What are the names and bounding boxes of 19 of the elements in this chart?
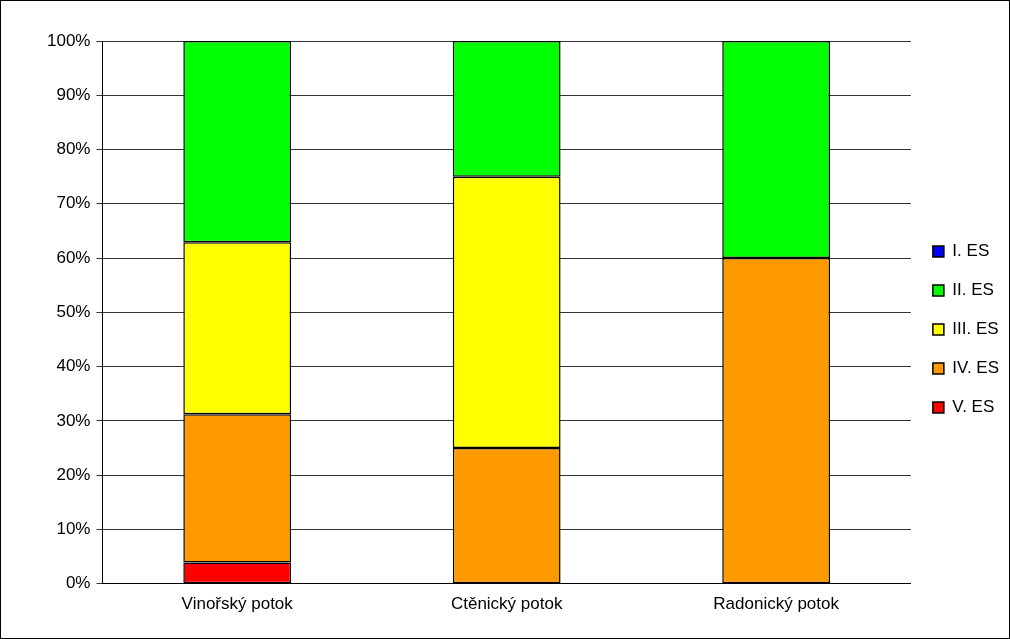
y-tick-label: 50% [56,301,91,321]
legend-label: IV. ES [952,358,1000,378]
y-tick-label: 40% [56,356,91,376]
x-tick-label: Radonický potok [713,594,840,614]
y-tick-label: 90% [56,84,91,104]
y-tick-label: 100% [47,30,91,50]
y-tick-label: 80% [56,139,91,159]
y-tick-label: 30% [56,410,91,430]
legend-label: V. ES [952,397,995,417]
y-tick-label: 0% [65,573,91,593]
legend-label: III. ES [952,319,999,339]
y-tick-label: 10% [56,519,91,539]
x-tick-label: Vinořský potok [181,594,294,614]
x-tick-label: Ctěnický potok [450,594,563,614]
y-tick-label: 70% [56,193,91,213]
legend-label: II. ES [952,280,994,300]
legend-label: I. ES [952,241,990,261]
y-tick-label: 20% [56,464,91,484]
y-tick-label: 60% [56,247,91,267]
